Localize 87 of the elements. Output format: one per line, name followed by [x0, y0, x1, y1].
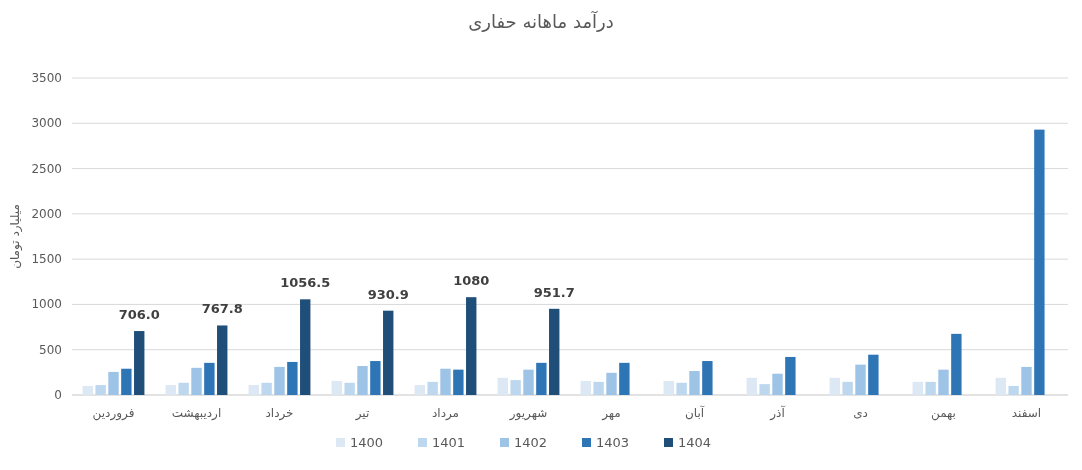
- bar: [829, 377, 840, 395]
- x-tick-label: اسفند: [1011, 406, 1042, 420]
- bar: [938, 369, 949, 395]
- bar: [274, 366, 285, 395]
- bar: [785, 356, 796, 395]
- data-label: 951.7: [533, 284, 575, 300]
- bar: [497, 377, 508, 395]
- y-tick-label: 1000: [31, 297, 62, 312]
- bar: [108, 371, 119, 395]
- bar: [331, 380, 342, 395]
- bar: [217, 325, 228, 395]
- bar: [759, 384, 770, 395]
- legend-label: 1402: [514, 435, 548, 450]
- x-tick-label: دی: [853, 406, 868, 420]
- x-tick-label: شهریور: [508, 406, 548, 421]
- y-tick-label: 0: [54, 388, 62, 402]
- bar: [925, 381, 936, 395]
- data-label: 930.9: [367, 286, 409, 302]
- bar: [1034, 129, 1045, 395]
- bar: [370, 361, 381, 395]
- bar: [593, 381, 604, 395]
- bar: [772, 373, 783, 395]
- data-label: 1080: [453, 273, 490, 289]
- bar: [606, 372, 617, 395]
- x-tick-label: آذر: [769, 405, 786, 421]
- data-label: 706.0: [118, 307, 160, 323]
- bar: [523, 369, 534, 395]
- x-tick-label: تیر: [354, 406, 370, 421]
- bar: [165, 385, 176, 395]
- bar: [178, 382, 189, 395]
- bar: [134, 331, 145, 395]
- bar: [121, 368, 132, 395]
- bar: [689, 371, 700, 395]
- bar: [427, 381, 438, 395]
- bar: [855, 364, 866, 395]
- bar: [995, 377, 1006, 395]
- y-axis-title: میلیارد تومان: [8, 204, 23, 269]
- x-tick-label: مرداد: [431, 406, 460, 421]
- bar: [663, 380, 674, 395]
- bar: [842, 381, 853, 395]
- bar: [619, 362, 630, 395]
- x-tick-label: خرداد: [265, 406, 294, 421]
- bar: [1008, 385, 1019, 395]
- bar: [383, 310, 394, 395]
- legend-label: 1400: [350, 435, 384, 450]
- bar: [549, 308, 560, 395]
- bar: [344, 382, 355, 395]
- bar: [414, 385, 425, 395]
- x-tick-label: مهر: [601, 406, 621, 421]
- y-tick-label: 500: [39, 342, 62, 357]
- y-tick-label: 2500: [31, 161, 62, 176]
- bar: [261, 382, 272, 395]
- legend-label: 1401: [432, 435, 466, 450]
- legend-label: 1404: [678, 435, 712, 450]
- y-tick-label: 2000: [31, 206, 62, 221]
- data-label: 1056.5: [280, 275, 331, 291]
- bar: [912, 381, 923, 395]
- bar: [287, 361, 298, 395]
- bar: [357, 366, 368, 395]
- legend-label: 1403: [596, 435, 630, 450]
- bar: [300, 299, 311, 395]
- y-tick-label: 1500: [31, 252, 62, 267]
- y-tick-label: 3000: [31, 116, 62, 131]
- bar: [82, 385, 93, 395]
- bar: [95, 385, 106, 395]
- bar: [702, 361, 713, 395]
- bar: [951, 333, 962, 395]
- bar: [676, 382, 687, 395]
- x-tick-label: آبان: [684, 405, 705, 420]
- chart-title: درآمد ماهانه حفاری: [468, 10, 614, 32]
- bar: [440, 368, 451, 395]
- data-label: 767.8: [201, 301, 243, 317]
- bar: [580, 380, 591, 395]
- x-tick-label: اردیبهشت: [171, 406, 222, 421]
- bar: [204, 362, 215, 395]
- bar: [1021, 366, 1032, 395]
- bar: [746, 377, 757, 395]
- bar: [868, 354, 879, 395]
- bar: [536, 362, 547, 395]
- bar: [191, 367, 202, 395]
- bar: [466, 297, 477, 395]
- x-tick-label: فروردین: [92, 406, 135, 421]
- y-tick-label: 3500: [31, 71, 62, 85]
- x-tick-label: بهمن: [931, 406, 956, 421]
- bar: [510, 380, 521, 395]
- bar: [248, 385, 259, 395]
- bar: [453, 369, 464, 395]
